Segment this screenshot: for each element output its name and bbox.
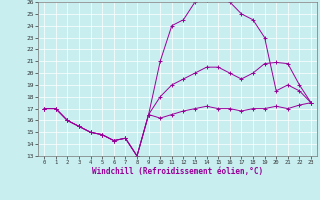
X-axis label: Windchill (Refroidissement éolien,°C): Windchill (Refroidissement éolien,°C) (92, 167, 263, 176)
